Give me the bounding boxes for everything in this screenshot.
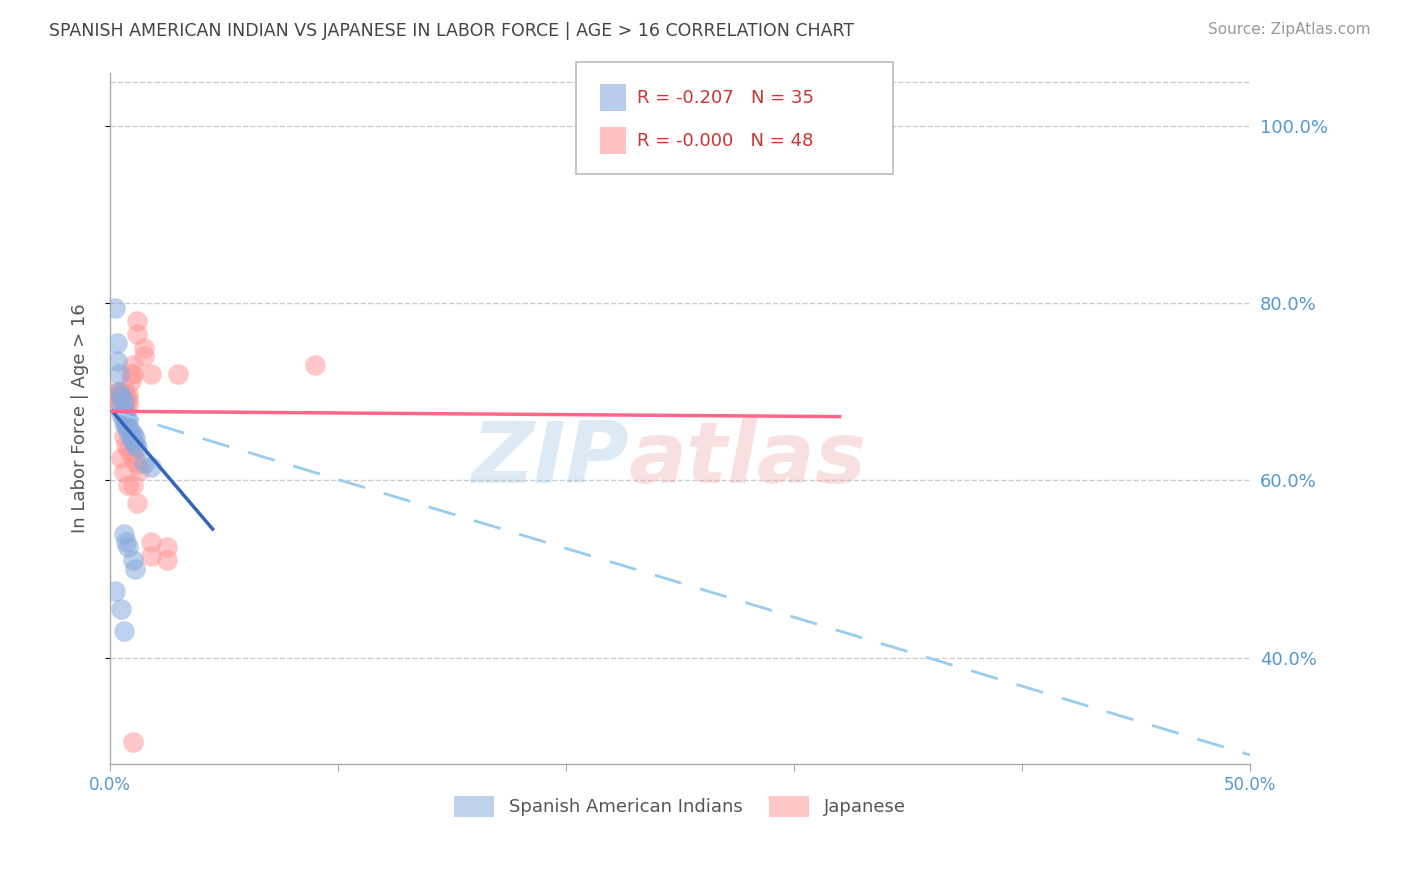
Point [110,398,132,412]
Point [104,301,127,315]
Point [108,384,131,399]
Point [120,425,142,439]
Point [117,420,139,434]
Point [112,401,135,415]
Point [124,438,146,452]
Point [127,440,149,454]
Point [122,358,145,372]
Point [120,374,142,388]
Point [122,478,145,492]
Point [104,584,127,599]
Point [120,431,142,445]
Point [117,386,139,401]
Point [139,549,162,563]
Point [112,389,135,403]
Point [110,602,132,616]
Point [304,358,326,372]
Text: R = -0.000   N = 48: R = -0.000 N = 48 [637,132,813,150]
Point [122,427,145,442]
Text: atlas: atlas [628,418,868,501]
Point [122,367,145,381]
Point [117,442,139,457]
Point [104,384,127,399]
Point [134,350,156,364]
Point [139,367,162,381]
Point [115,413,138,427]
Point [108,395,131,409]
Point [117,392,139,406]
Point [122,434,145,448]
Point [122,449,145,463]
Point [117,540,139,554]
Point [117,398,139,412]
Point [139,535,162,549]
Point [115,409,138,424]
Point [110,386,132,401]
Point [110,398,132,412]
Point [115,389,138,403]
Point [115,535,138,549]
Point [110,389,132,403]
Text: ZIP: ZIP [471,418,628,501]
Point [110,407,132,421]
Point [124,431,146,445]
Y-axis label: In Labor Force | Age > 16: In Labor Force | Age > 16 [72,303,89,533]
Point [122,734,145,748]
Point [134,341,156,355]
Point [112,404,135,418]
Point [115,402,138,417]
Point [112,429,135,443]
Point [105,336,128,351]
Point [112,395,135,409]
Text: Source: ZipAtlas.com: Source: ZipAtlas.com [1208,22,1371,37]
Point [108,367,131,381]
Point [120,367,142,381]
Point [112,465,135,479]
Point [112,526,135,541]
Text: SPANISH AMERICAN INDIAN VS JAPANESE IN LABOR FORCE | AGE > 16 CORRELATION CHART: SPANISH AMERICAN INDIAN VS JAPANESE IN L… [49,22,855,40]
Point [128,463,150,477]
Point [115,395,138,409]
Point [105,386,128,401]
Point [120,447,142,461]
Point [156,540,179,554]
Point [115,418,138,433]
Point [124,562,146,576]
Point [108,389,131,403]
Point [112,384,135,399]
Point [105,354,128,368]
Point [127,495,149,509]
Point [112,416,135,430]
Point [127,314,149,328]
Point [124,454,146,468]
Point [156,553,179,567]
Point [127,327,149,342]
Point [115,438,138,452]
Point [110,392,132,406]
Point [112,393,135,408]
Point [108,384,131,399]
Point [122,553,145,567]
Point [110,451,132,466]
Point [112,411,135,425]
Point [105,392,128,406]
Point [127,458,149,472]
Text: R = -0.207   N = 35: R = -0.207 N = 35 [637,88,814,107]
Point [134,456,156,470]
Point [139,460,162,475]
Point [117,425,139,439]
Point [167,367,190,381]
Legend: Spanish American Indians, Japanese: Spanish American Indians, Japanese [447,789,912,824]
Point [112,624,135,638]
Point [117,413,139,427]
Point [117,478,139,492]
